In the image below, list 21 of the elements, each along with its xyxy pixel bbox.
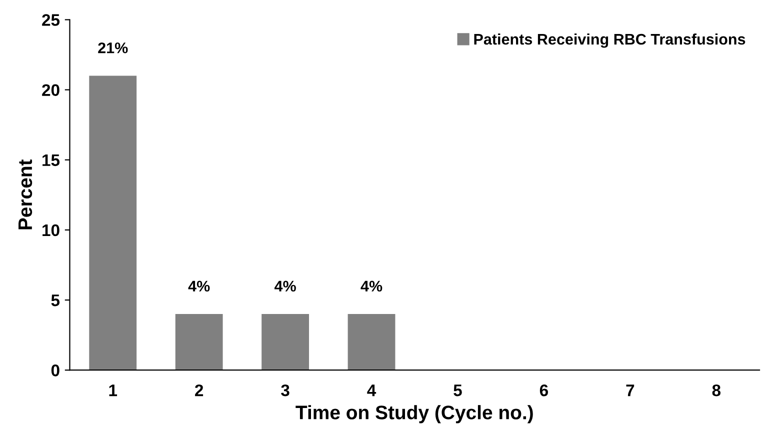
x-tick-label: 6 <box>540 384 548 396</box>
y-tick-label: 25 <box>42 14 60 26</box>
x-tick-label: 5 <box>454 384 462 396</box>
data-label: 4% <box>188 280 210 292</box>
x-tick-label: 4 <box>367 384 376 396</box>
x-tick-label: 7 <box>626 384 634 396</box>
y-axis-title: Percent <box>18 159 32 230</box>
y-tick-label: 5 <box>51 294 60 306</box>
data-label: 21% <box>98 42 128 54</box>
x-tick-label: 3 <box>281 384 290 396</box>
x-tick-label: 2 <box>195 384 204 396</box>
data-label: 4% <box>274 280 296 292</box>
y-tick-label: 0 <box>51 364 60 376</box>
x-axis-title: Time on Study (Cycle no.) <box>296 405 533 424</box>
x-tick-label: 1 <box>109 384 118 396</box>
y-tick-label: 20 <box>42 84 60 96</box>
data-label: 4% <box>360 280 382 292</box>
y-tick-label: 10 <box>42 224 60 236</box>
x-tick-label: 8 <box>712 384 721 396</box>
legend-label: Patients Receiving RBC Transfusions <box>474 33 746 48</box>
y-tick-label: 15 <box>42 154 60 166</box>
